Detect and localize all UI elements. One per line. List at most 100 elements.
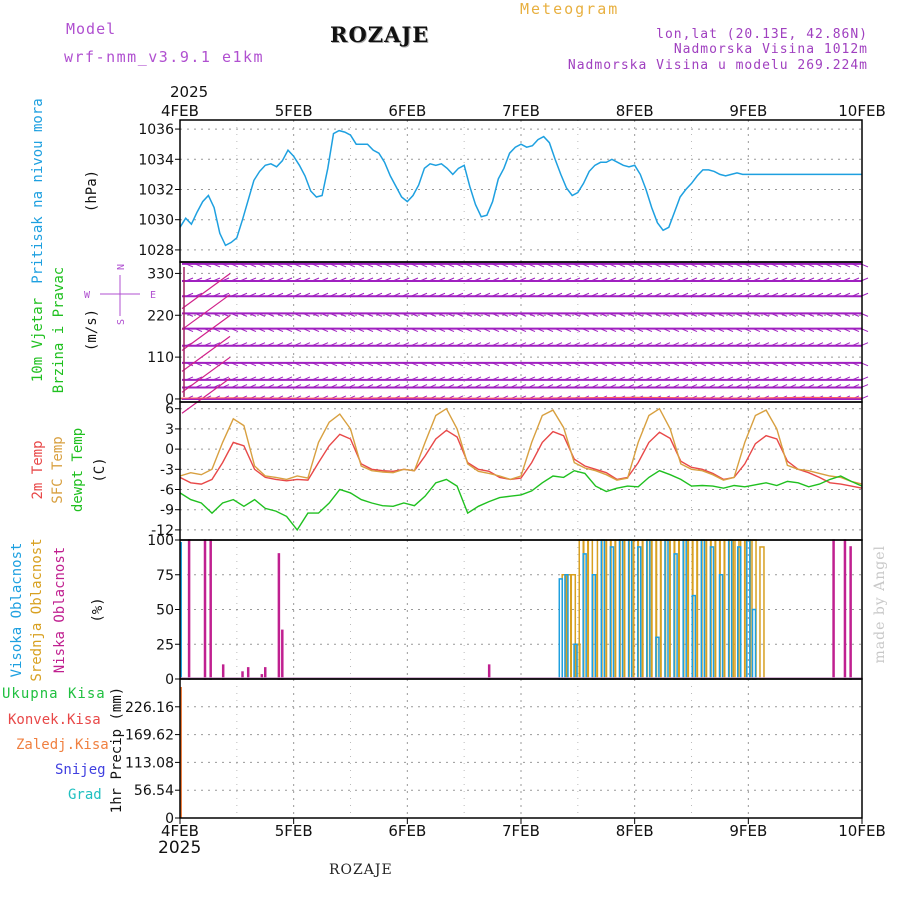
wind-barb [572, 277, 581, 282]
wind-barb [221, 342, 230, 347]
wind-barb [410, 376, 419, 381]
wind-barb [347, 362, 356, 367]
wind-barb [815, 292, 824, 297]
year-top: 2025 [170, 83, 209, 101]
ytick-label: 75 [156, 568, 174, 584]
wind-barb [599, 263, 608, 268]
wind-barb [401, 292, 410, 297]
wind-barb [500, 328, 509, 333]
wind-barb [815, 277, 824, 282]
wind-barb [239, 328, 248, 333]
wind-barb [806, 263, 815, 268]
wind-barb [563, 342, 572, 347]
wind-barb [761, 342, 770, 347]
wind-barb [311, 292, 320, 297]
wind-barb [815, 342, 824, 347]
wind-barb [608, 263, 617, 268]
wind-barb [302, 384, 311, 389]
wind-barb [653, 277, 662, 282]
wind-barb [257, 328, 266, 333]
wind-barb [446, 362, 455, 367]
wind-barb [707, 292, 716, 297]
wind-barb [455, 277, 464, 282]
wind-barb [203, 362, 212, 367]
wind-barb [383, 362, 392, 367]
wind-barb [689, 384, 698, 389]
cloud-high-bar [673, 553, 678, 680]
wind-barb [617, 328, 626, 333]
wind-barb [185, 277, 194, 282]
wind-barb [329, 376, 338, 381]
ytick-label: 56.54 [134, 783, 174, 799]
wind-barb [653, 263, 662, 268]
wind-barb [563, 312, 572, 317]
wind-barb [338, 292, 347, 297]
wind-barb [599, 312, 608, 317]
wind-barb [185, 376, 194, 381]
wind-barb [671, 384, 680, 389]
wind-barb [689, 342, 698, 347]
wind-barb [482, 312, 491, 317]
temp-line-sfc [179, 407, 863, 485]
wind-barb [329, 328, 338, 333]
wind-barb [617, 312, 626, 317]
wind-barb [797, 263, 806, 268]
wind-barb [797, 312, 806, 317]
wind-barb [257, 376, 266, 381]
wind-barb [374, 384, 383, 389]
wind-barb [365, 277, 374, 282]
wind-barb [419, 376, 428, 381]
wind-barb [275, 312, 284, 317]
wind-barb [392, 384, 401, 389]
cloud-high-bar [718, 574, 724, 680]
wind-barb [401, 328, 410, 333]
wind-barb [248, 263, 257, 268]
wind-barb [275, 277, 284, 282]
grid-layer [180, 120, 862, 819]
wind-barb [554, 292, 563, 297]
wind-ylabel-2: Brzina i Pravac [51, 267, 67, 393]
wind-barb [734, 342, 743, 347]
wind-barb [725, 292, 734, 297]
wind-barb [815, 362, 824, 367]
wind-barb [824, 384, 833, 389]
wind-barb [329, 362, 338, 367]
wind-barb [302, 342, 311, 347]
labels-layer: 1028 1030 1032 1034 1036 0 110 220 330 -12 -9 -6 -3 0… [9, 98, 886, 840]
ytick-label: -3 [160, 462, 174, 478]
wind-barb [527, 277, 536, 282]
wind-barb [347, 376, 356, 381]
wind-barb [842, 263, 851, 268]
wind-barb [518, 384, 527, 389]
wind-barb [329, 384, 338, 389]
wind-barb [410, 328, 419, 333]
temp-line-temp2m [179, 429, 863, 489]
wind-barb [608, 376, 617, 381]
wind-barb [311, 328, 320, 333]
wind-barb [635, 277, 644, 282]
wind-barb [626, 342, 635, 347]
wind-barb [617, 376, 626, 381]
wind-barb [698, 312, 707, 317]
wind-barb [716, 376, 725, 381]
wind-barb [662, 292, 671, 297]
wind-barb [680, 277, 689, 282]
ytick-label: 50 [156, 603, 174, 619]
wind-barb [383, 376, 392, 381]
cloud-low-bar [832, 539, 835, 680]
wind-barb [545, 376, 554, 381]
wind-barb [644, 312, 653, 317]
wind-barb [824, 362, 833, 367]
wind-barb [275, 362, 284, 367]
wind-barb [761, 384, 770, 389]
wind-arrow [181, 314, 231, 351]
legend-graupel: Grad [68, 787, 102, 803]
wind-barb [734, 376, 743, 381]
wind-barb [680, 376, 689, 381]
wind-barb [482, 292, 491, 297]
wind-barb [293, 328, 302, 333]
wind-barb [806, 362, 815, 367]
wind-barb [833, 328, 842, 333]
ytick-label: 0 [165, 811, 174, 827]
wind-barb [491, 362, 500, 367]
